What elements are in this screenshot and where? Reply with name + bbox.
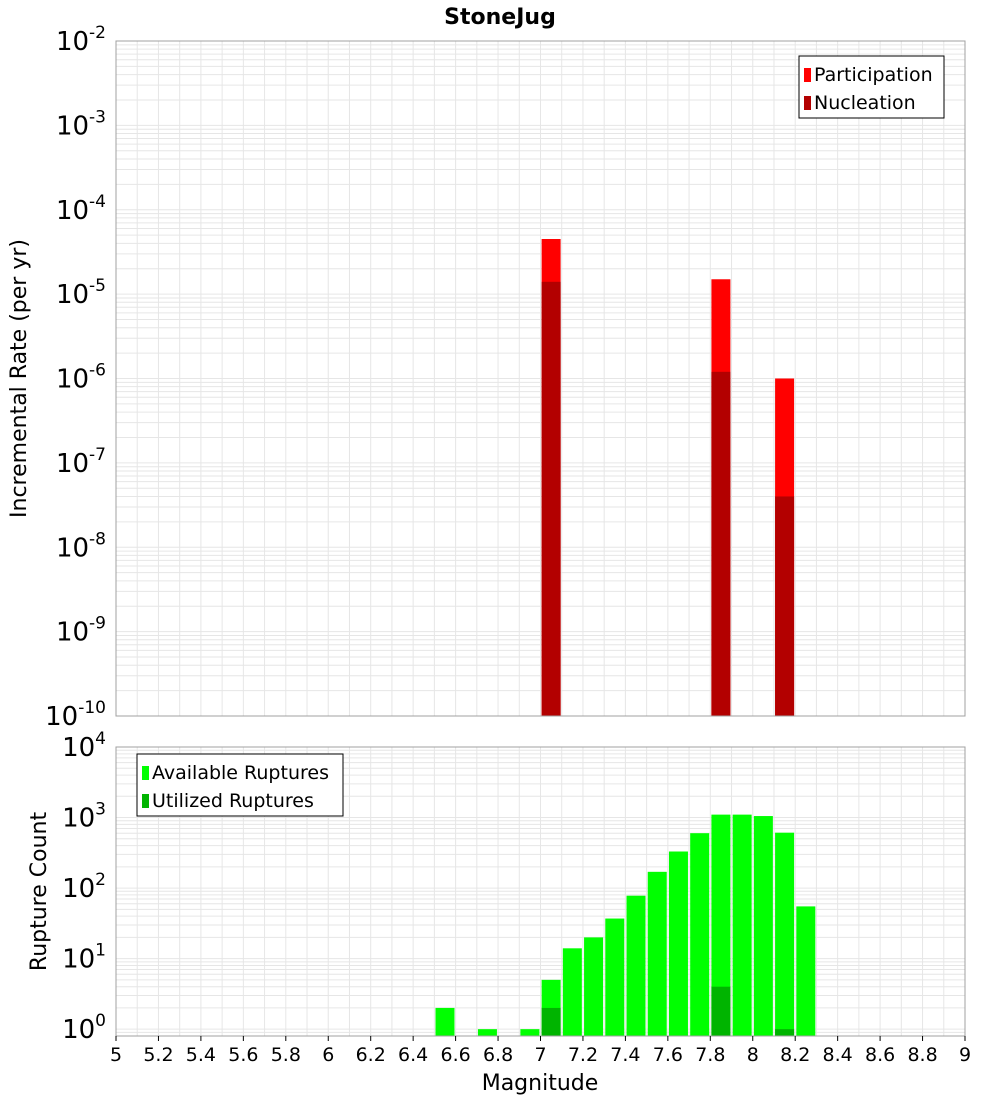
nucleation-bar xyxy=(711,371,731,716)
x-tick-label: 7 xyxy=(534,1044,546,1066)
y-tick-label: 10-5 xyxy=(56,276,106,310)
plot-frame xyxy=(115,40,966,717)
y-tick-label: 102 xyxy=(62,870,106,904)
available-ruptures-bar xyxy=(711,814,731,1036)
x-tick-label: 8.4 xyxy=(823,1044,853,1066)
x-tick-label: 7.6 xyxy=(653,1044,683,1066)
nucleation-bar xyxy=(775,496,795,716)
x-tick-label: 7.4 xyxy=(610,1044,640,1066)
y-tick-label: 10-6 xyxy=(56,361,106,395)
nucleation-bar xyxy=(541,281,561,716)
available-ruptures-bar xyxy=(584,937,604,1036)
x-axis-label: Magnitude xyxy=(482,1071,599,1096)
x-tick-label: 5 xyxy=(110,1044,122,1066)
x-tick-label: 6.8 xyxy=(483,1044,513,1066)
legend-label: Participation xyxy=(814,64,933,86)
x-tick-label: 7.2 xyxy=(568,1044,598,1066)
available-ruptures-bar xyxy=(732,814,752,1036)
x-tick-label: 6.6 xyxy=(440,1044,470,1066)
x-tick-label: 9 xyxy=(959,1044,971,1066)
available-ruptures-bar xyxy=(626,895,646,1036)
y-tick-label: 10-7 xyxy=(56,445,106,479)
available-ruptures-bar xyxy=(796,906,816,1036)
x-tick-label: 6 xyxy=(322,1044,334,1066)
x-tick-label: 8.2 xyxy=(780,1044,810,1066)
available-ruptures-bar xyxy=(562,948,582,1036)
utilized-ruptures-bar xyxy=(711,986,731,1036)
legend-box xyxy=(136,753,344,817)
available-ruptures-bar xyxy=(435,1007,455,1036)
y-tick-label: 10-10 xyxy=(45,698,106,732)
y-tick-label: 104 xyxy=(62,729,106,763)
y-tick-label: 103 xyxy=(62,800,106,834)
top-panel: 10-10 10-9 10-8 10-7 10-6 10-5 10-4 10-3 10-2 Inc… xyxy=(7,23,966,732)
available-ruptures-bar xyxy=(647,871,667,1036)
x-tick-label: 5.6 xyxy=(228,1044,258,1066)
legend-swatch xyxy=(142,794,149,808)
available-ruptures-bar xyxy=(668,851,688,1036)
x-tick-label: 6.4 xyxy=(398,1044,428,1066)
legend-label: Available Ruptures xyxy=(152,762,329,784)
y-tick-label: 10-2 xyxy=(56,23,106,57)
x-tick-label: 6.2 xyxy=(356,1044,386,1066)
available-ruptures-bar xyxy=(605,918,625,1036)
legend-swatch xyxy=(804,96,811,110)
y-tick-label: 10-4 xyxy=(56,192,106,226)
bottom-panel: 100 101 102 103 104 Rupture Count Available Ru… xyxy=(27,729,971,1066)
y-axis-label: Rupture Count xyxy=(27,812,52,972)
y-tick-label: 10-8 xyxy=(56,529,106,563)
y-tick-label: 101 xyxy=(62,941,106,975)
available-ruptures-bar xyxy=(775,832,795,1036)
legend-label: Nucleation xyxy=(814,92,916,114)
x-tick-label: 5.8 xyxy=(271,1044,301,1066)
legend-swatch xyxy=(804,68,811,82)
legend-label: Utilized Ruptures xyxy=(152,790,314,812)
x-tick-label: 7.8 xyxy=(695,1044,725,1066)
available-ruptures-bar xyxy=(520,1029,540,1036)
x-tick-label: 5.2 xyxy=(143,1044,173,1066)
x-tick-label: 5.4 xyxy=(186,1044,216,1066)
x-tick-label: 8 xyxy=(747,1044,759,1066)
legend-box xyxy=(798,55,945,119)
utilized-ruptures-bar xyxy=(541,1007,561,1036)
chart-title: StoneJug xyxy=(444,5,556,30)
y-tick-label: 10-9 xyxy=(56,614,106,648)
y-axis-label: Incremental Rate (per yr) xyxy=(7,239,32,518)
y-tick-label: 100 xyxy=(62,1011,106,1045)
available-ruptures-bar xyxy=(690,833,710,1036)
available-ruptures-bar xyxy=(753,816,773,1036)
x-tick-label: 8.6 xyxy=(865,1044,895,1066)
available-ruptures-bar xyxy=(477,1029,497,1036)
x-tick-label: 8.8 xyxy=(907,1044,937,1066)
legend-swatch xyxy=(142,766,149,780)
y-tick-label: 10-3 xyxy=(56,107,106,141)
utilized-ruptures-bar xyxy=(775,1029,795,1036)
